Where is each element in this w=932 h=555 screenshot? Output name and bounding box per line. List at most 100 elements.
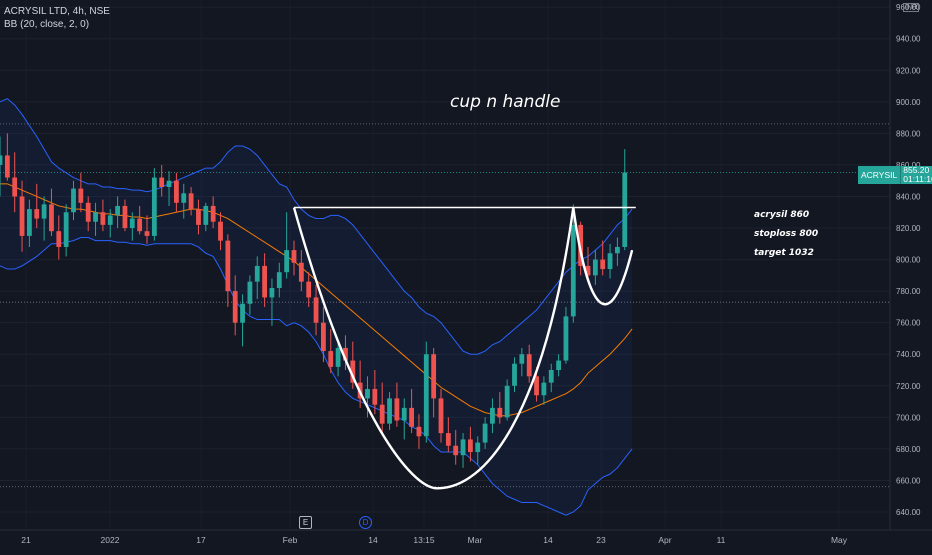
candle-body bbox=[291, 250, 297, 263]
candle-body bbox=[203, 205, 209, 225]
annotation-stoploss[interactable]: stoploss 800 bbox=[754, 229, 819, 239]
x-tick-label: 23 bbox=[596, 535, 606, 545]
candle-body bbox=[372, 388, 378, 405]
candle-body bbox=[78, 188, 84, 203]
candle-body bbox=[159, 177, 165, 188]
candle-body bbox=[570, 224, 576, 317]
candle-body bbox=[445, 433, 451, 446]
candle-body bbox=[563, 316, 569, 361]
annotation-title[interactable]: cup n handle bbox=[450, 92, 561, 112]
candle-body bbox=[210, 205, 216, 222]
candle-body bbox=[453, 445, 459, 456]
candle-body bbox=[431, 354, 437, 399]
candle-body bbox=[276, 272, 282, 288]
candle-body bbox=[482, 423, 488, 443]
y-tick-label: 940.00 bbox=[896, 35, 921, 44]
x-tick-label: 13:15 bbox=[413, 535, 435, 545]
y-tick-label: 800.00 bbox=[896, 256, 921, 265]
candle-body bbox=[497, 407, 503, 418]
y-tick-label: 900.00 bbox=[896, 98, 921, 107]
candle-body bbox=[122, 205, 128, 229]
candle-body bbox=[615, 246, 620, 254]
candle-body bbox=[262, 265, 267, 298]
candle-body bbox=[85, 202, 91, 222]
x-tick-label: 14 bbox=[368, 535, 378, 545]
y-tick-label: 860.00 bbox=[896, 161, 921, 170]
candle-body bbox=[166, 180, 172, 188]
candle-body bbox=[438, 398, 444, 434]
candle-body bbox=[19, 196, 25, 236]
candle-body bbox=[335, 347, 341, 367]
candle-body bbox=[401, 407, 407, 421]
x-tick-label: 21 bbox=[21, 535, 31, 545]
annotation-entry[interactable]: acrysil 860 bbox=[754, 210, 810, 220]
price-tag-values: 855.20 01:11:16 bbox=[900, 166, 932, 184]
candle-body bbox=[600, 259, 606, 270]
bb-upper-line bbox=[0, 98, 633, 355]
gridlines bbox=[0, 6, 890, 513]
candle-body bbox=[71, 188, 76, 213]
time-axis: 21 2022 17 Feb 14 13:15 Mar 14 23 Apr 11 May bbox=[0, 529, 932, 545]
price-tag-price: 855.20 bbox=[903, 165, 930, 175]
candle-body bbox=[196, 209, 201, 225]
currency-badge: INR bbox=[903, 3, 920, 12]
earnings-event-icon[interactable]: E bbox=[299, 516, 312, 529]
candle-body bbox=[232, 291, 238, 323]
y-tick-label: 840.00 bbox=[896, 192, 921, 201]
candle-body bbox=[328, 351, 334, 367]
candle-body bbox=[343, 347, 348, 361]
candle-body bbox=[585, 265, 591, 276]
last-price-tag: ACRYSIL 855.20 01:11:16 bbox=[858, 166, 932, 184]
candle-body bbox=[350, 360, 356, 383]
candle-body bbox=[556, 360, 561, 371]
candle-body bbox=[247, 281, 253, 304]
candle-body bbox=[174, 180, 179, 203]
candle-body bbox=[115, 205, 120, 216]
candle-body bbox=[144, 231, 150, 236]
x-tick-label: Apr bbox=[658, 535, 671, 545]
candle-body bbox=[534, 376, 539, 396]
candle-body bbox=[578, 224, 584, 266]
y-tick-label: 820.00 bbox=[896, 224, 921, 233]
candle-body bbox=[490, 407, 495, 424]
candle-body bbox=[12, 177, 18, 197]
candle-body bbox=[93, 212, 98, 222]
candle-body bbox=[34, 209, 40, 219]
symbol-title[interactable]: ACRYSIL LTD, 4h, NSE bbox=[4, 6, 110, 17]
y-tick-label: 780.00 bbox=[896, 287, 921, 296]
candle-body bbox=[313, 297, 319, 323]
candle-body bbox=[298, 262, 304, 282]
candle-body bbox=[423, 354, 429, 437]
y-tick-label: 640.00 bbox=[896, 508, 921, 517]
candle-body bbox=[460, 439, 466, 456]
candle-body bbox=[409, 407, 414, 427]
x-tick-label: 14 bbox=[543, 535, 553, 545]
y-tick-label: 880.00 bbox=[896, 129, 921, 138]
candle-body bbox=[548, 370, 554, 383]
candle-body bbox=[475, 442, 481, 453]
indicator-legend[interactable]: BB (20, close, 2, 0) bbox=[4, 19, 90, 30]
price-tag-countdown: 01:11:16 bbox=[903, 174, 932, 184]
candle-body bbox=[468, 439, 473, 453]
y-tick-label: 920.00 bbox=[896, 66, 921, 75]
x-tick-label: May bbox=[831, 535, 848, 545]
candle-body bbox=[218, 221, 223, 241]
pattern-drawing bbox=[292, 206, 636, 490]
handle-curve bbox=[572, 207, 634, 306]
candle-body bbox=[240, 303, 245, 323]
candle-body bbox=[541, 382, 547, 396]
price-tag-symbol: ACRYSIL bbox=[858, 166, 901, 184]
annotation-target[interactable]: target 1032 bbox=[754, 248, 814, 258]
bb-lower-line bbox=[0, 236, 633, 516]
dividend-event-icon[interactable]: D bbox=[359, 516, 372, 529]
candle-body bbox=[365, 388, 370, 399]
candle-body bbox=[41, 204, 47, 219]
candle-body bbox=[56, 231, 62, 247]
candle-body bbox=[49, 204, 54, 232]
y-tick-label: 680.00 bbox=[896, 445, 921, 454]
candle-body bbox=[526, 354, 532, 377]
candle-body bbox=[100, 212, 106, 225]
candle-body bbox=[0, 155, 3, 165]
